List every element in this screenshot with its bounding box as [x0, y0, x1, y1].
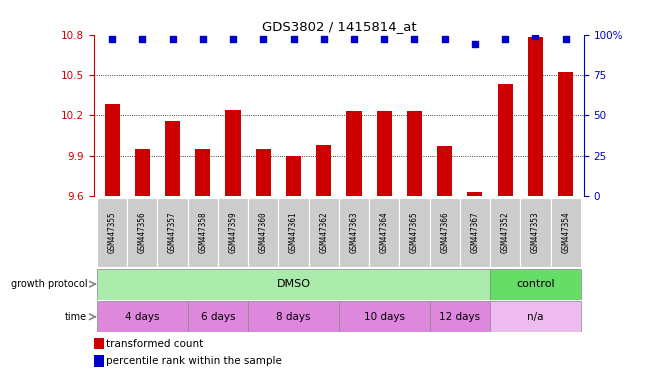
- Bar: [339, 301, 429, 332]
- Text: percentile rank within the sample: percentile rank within the sample: [106, 356, 282, 366]
- Bar: [490, 301, 580, 332]
- Text: 8 days: 8 days: [276, 312, 311, 322]
- Bar: [339, 198, 369, 267]
- Bar: [528, 37, 543, 196]
- Text: GSM447356: GSM447356: [138, 212, 147, 253]
- Bar: [278, 198, 309, 267]
- Text: DMSO: DMSO: [276, 279, 311, 289]
- Bar: [460, 198, 490, 267]
- Bar: [468, 192, 482, 196]
- Bar: [97, 198, 127, 267]
- Text: GSM447367: GSM447367: [470, 212, 479, 253]
- Point: [197, 36, 208, 43]
- Bar: [498, 84, 513, 196]
- Bar: [376, 111, 392, 196]
- Bar: [520, 198, 550, 267]
- Point: [440, 36, 450, 43]
- Bar: [97, 301, 188, 332]
- Bar: [429, 301, 490, 332]
- Text: GSM447353: GSM447353: [531, 212, 540, 253]
- Text: GSM447359: GSM447359: [229, 212, 238, 253]
- Text: time: time: [65, 312, 87, 322]
- Bar: [165, 121, 180, 196]
- Text: 12 days: 12 days: [440, 312, 480, 322]
- Bar: [225, 110, 241, 196]
- Point: [560, 36, 571, 43]
- Text: GSM447357: GSM447357: [168, 212, 177, 253]
- Bar: [188, 301, 248, 332]
- Bar: [135, 149, 150, 196]
- Text: GSM447364: GSM447364: [380, 212, 389, 253]
- Point: [318, 36, 329, 43]
- Text: 6 days: 6 days: [201, 312, 235, 322]
- Bar: [407, 111, 422, 196]
- Text: GSM447363: GSM447363: [350, 212, 358, 253]
- Point: [379, 36, 390, 43]
- Bar: [309, 198, 339, 267]
- Bar: [286, 156, 301, 196]
- Point: [258, 36, 268, 43]
- Bar: [369, 198, 399, 267]
- Bar: [437, 146, 452, 196]
- Bar: [97, 269, 490, 300]
- Text: GSM447362: GSM447362: [319, 212, 328, 253]
- Bar: [429, 198, 460, 267]
- Bar: [558, 72, 573, 196]
- Bar: [158, 198, 188, 267]
- Bar: [550, 198, 580, 267]
- Text: GSM447360: GSM447360: [259, 212, 268, 253]
- Text: control: control: [516, 279, 555, 289]
- Text: n/a: n/a: [527, 312, 544, 322]
- Point: [137, 36, 148, 43]
- Point: [227, 36, 238, 43]
- Bar: [248, 301, 339, 332]
- Bar: [490, 198, 520, 267]
- Bar: [105, 104, 119, 196]
- Point: [409, 36, 420, 43]
- Bar: [346, 111, 362, 196]
- Point: [349, 36, 360, 43]
- Point: [288, 36, 299, 43]
- Text: growth protocol: growth protocol: [11, 279, 87, 289]
- Point: [167, 36, 178, 43]
- Text: 4 days: 4 days: [125, 312, 160, 322]
- Bar: [127, 198, 158, 267]
- Title: GDS3802 / 1415814_at: GDS3802 / 1415814_at: [262, 20, 416, 33]
- Bar: [195, 149, 210, 196]
- Text: 10 days: 10 days: [364, 312, 405, 322]
- Text: transformed count: transformed count: [106, 339, 203, 349]
- Text: GSM447361: GSM447361: [289, 212, 298, 253]
- Text: GSM447354: GSM447354: [561, 212, 570, 253]
- Text: GSM447352: GSM447352: [501, 212, 510, 253]
- Point: [500, 36, 511, 43]
- Bar: [248, 198, 278, 267]
- Point: [530, 33, 541, 39]
- Point: [470, 41, 480, 47]
- Point: [107, 36, 117, 43]
- Bar: [316, 145, 331, 196]
- Text: GSM447355: GSM447355: [107, 212, 117, 253]
- Bar: [188, 198, 218, 267]
- Bar: [399, 198, 429, 267]
- Bar: [490, 269, 580, 300]
- Bar: [94, 338, 104, 349]
- Bar: [218, 198, 248, 267]
- Bar: [94, 355, 104, 367]
- Text: GSM447365: GSM447365: [410, 212, 419, 253]
- Text: GSM447358: GSM447358: [199, 212, 207, 253]
- Bar: [256, 149, 271, 196]
- Text: GSM447366: GSM447366: [440, 212, 449, 253]
